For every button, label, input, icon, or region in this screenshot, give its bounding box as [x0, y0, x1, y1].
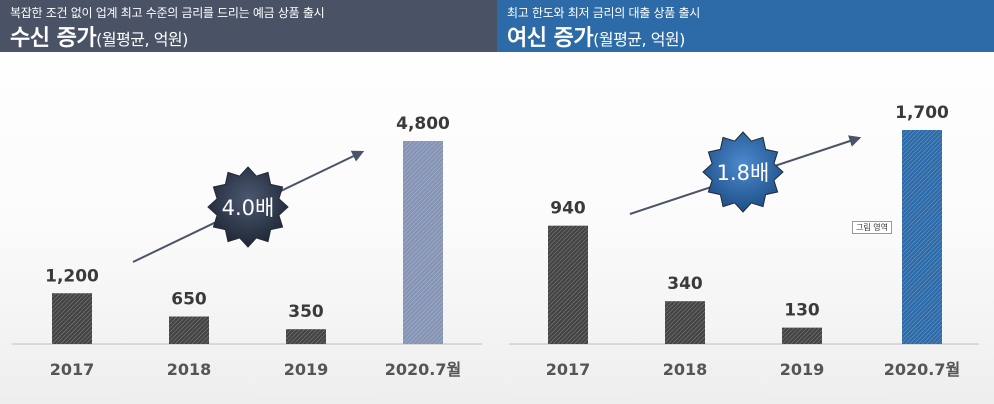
x-tick-label: 2019	[284, 360, 329, 379]
bar-2020.7월	[902, 130, 942, 344]
title-text: 여신 증가	[507, 26, 594, 51]
banner-title: 수신 증가(월평균, 억원)	[10, 20, 188, 52]
title-unit: (월평균, 억원)	[593, 30, 685, 49]
bar-2019	[286, 329, 326, 344]
banner-loan: 최고 한도와 최저 금리의 대출 상품 출시 여신 증가(월평균, 억원)	[497, 0, 994, 52]
data-label: 340	[667, 274, 703, 294]
deposit-bar-chart: 1,200 2017 650 2018 350 2019 4,800 2020.7월 4.0배	[12, 114, 482, 379]
bar-2020.7월	[403, 141, 443, 344]
data-label: 1,200	[45, 266, 99, 286]
multiplier-text: 4.0배	[222, 196, 275, 220]
banner-subtitle: 복잡한 조건 없이 업계 최고 수준의 금리를 드리는 예금 상품 출시	[10, 6, 325, 20]
banner-title: 여신 증가(월평균, 억원)	[507, 20, 685, 52]
data-label: 130	[784, 301, 820, 321]
data-label: 350	[288, 302, 324, 322]
data-label: 4,800	[396, 114, 450, 134]
data-label: 1,700	[895, 103, 949, 123]
x-tick-label: 2018	[167, 360, 212, 379]
panel-loan: 최고 한도와 최저 금리의 대출 상품 출시 여신 증가(월평균, 억원) 94…	[497, 0, 994, 404]
bar-2019	[782, 327, 822, 344]
data-label: 940	[550, 199, 586, 219]
multiplier-badge	[702, 131, 784, 213]
bar-2018	[665, 301, 705, 344]
loan-bar-chart: 940 2017 340 2018 130 2019 1,700 2020.7월 1.8배	[509, 103, 979, 379]
multiplier-badge	[207, 166, 289, 248]
x-tick-label: 2017	[50, 360, 95, 379]
figure-area-note: 그림 영역	[852, 221, 892, 234]
banner-deposit: 복잡한 조건 없이 업계 최고 수준의 금리를 드리는 예금 상품 출시 수신 …	[0, 0, 497, 52]
x-tick-label: 2020.7월	[385, 360, 461, 379]
banner-subtitle: 최고 한도와 최저 금리의 대출 상품 출시	[507, 6, 700, 20]
panel-deposit: 복잡한 조건 없이 업계 최고 수준의 금리를 드리는 예금 상품 출시 수신 …	[0, 0, 497, 404]
title-unit: (월평균, 억원)	[96, 30, 188, 49]
x-tick-label: 2020.7월	[884, 360, 960, 379]
x-tick-label: 2019	[780, 360, 825, 379]
bar-2018	[169, 316, 209, 344]
title-text: 수신 증가	[10, 26, 97, 51]
x-tick-label: 2017	[546, 360, 591, 379]
multiplier-text: 1.8배	[717, 161, 770, 185]
bar-2017	[548, 225, 588, 344]
bar-2017	[52, 293, 92, 344]
x-tick-label: 2018	[663, 360, 708, 379]
data-label: 650	[171, 290, 207, 310]
